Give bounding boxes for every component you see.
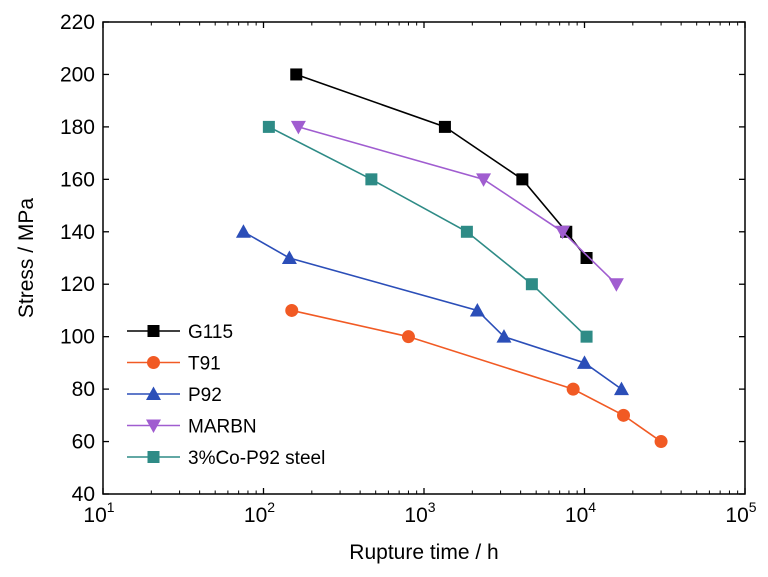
data-point-t91: [617, 408, 631, 422]
y-tick-label: 100: [60, 326, 95, 349]
data-point-marbn: [476, 173, 492, 187]
legend: G115 T91 P92 MARBN 3%Co-P92 steel: [127, 322, 325, 469]
data-point-marbn: [555, 225, 571, 240]
x-tick-label: 103: [404, 499, 435, 527]
data-point-marbn: [290, 120, 306, 135]
data-point-3-co-p92-steel: [262, 120, 275, 133]
x-tick-label: 105: [725, 499, 756, 527]
x-tick-label: 104: [565, 499, 596, 527]
series-line-3-co-p92-steel: [268, 126, 588, 338]
data-point-t91: [285, 303, 299, 317]
data-point-p92: [469, 302, 485, 317]
data-point-3-co-p92-steel: [365, 173, 378, 186]
data-point-p92: [496, 329, 512, 343]
legend-label: MARBN: [188, 417, 257, 438]
data-point-3-co-p92-steel: [460, 225, 473, 238]
legend-marker: [147, 451, 160, 463]
series-p92: [235, 224, 629, 396]
legend-marker: [146, 419, 161, 433]
data-point-p92: [235, 224, 251, 238]
series-line-t91: [291, 309, 662, 443]
data-point-3-co-p92-steel: [580, 330, 593, 343]
x-tick-base: 10: [565, 504, 588, 527]
x-tick-exponent: 5: [749, 499, 757, 515]
y-tick-label: 40: [72, 483, 95, 506]
legend-item: P92: [127, 385, 222, 406]
legend-item: G115: [127, 322, 233, 343]
x-tick-label: 101: [83, 499, 114, 527]
legend-marker: [147, 356, 160, 369]
y-tick-label: 160: [60, 168, 95, 191]
y-tick-label: 60: [72, 431, 95, 454]
series-t91: [285, 303, 668, 449]
data-point-t91: [654, 435, 668, 449]
legend-label: P92: [188, 385, 222, 406]
series-3-co-p92-steel: [262, 120, 593, 343]
y-tick-label: 80: [72, 378, 95, 401]
data-point-t91: [401, 330, 415, 344]
data-point-g115: [516, 173, 529, 186]
data-point-t91: [566, 382, 580, 396]
y-axis-label: Stress / MPa: [15, 198, 38, 319]
y-tick-label: 180: [60, 116, 95, 139]
data-point-g115: [290, 68, 303, 81]
x-tick-label: 102: [244, 499, 275, 527]
legend-label: T91: [188, 354, 221, 375]
y-tick-label: 200: [60, 63, 95, 86]
series-layer: [235, 68, 668, 449]
legend-item: 3%Co-P92 steel: [127, 448, 325, 469]
data-point-g115: [580, 252, 593, 264]
x-tick-base: 10: [83, 504, 106, 527]
series-marbn: [290, 120, 624, 292]
legend-label: G115: [188, 322, 233, 343]
data-point-p92: [577, 355, 592, 369]
series-g115: [290, 68, 593, 264]
x-axis-label: Rupture time / h: [349, 541, 498, 564]
series-line-marbn: [298, 126, 617, 285]
x-tick-base: 10: [244, 504, 267, 527]
y-tick-label: 120: [60, 273, 95, 296]
legend-label: 3%Co-P92 steel: [188, 448, 325, 469]
x-tick-exponent: 3: [428, 499, 436, 515]
x-tick-base: 10: [404, 504, 427, 527]
x-tick-exponent: 4: [588, 499, 596, 515]
legend-item: MARBN: [127, 417, 257, 438]
data-point-marbn: [608, 278, 624, 292]
data-point-p92: [281, 250, 297, 264]
series-line-p92: [243, 231, 622, 390]
y-tick-label: 220: [60, 11, 95, 34]
legend-marker: [146, 386, 161, 400]
series-line-g115: [295, 73, 588, 259]
data-point-p92: [613, 381, 629, 396]
x-tick-exponent: 2: [267, 499, 275, 515]
data-point-3-co-p92-steel: [525, 278, 538, 291]
legend-item: T91: [127, 354, 221, 375]
data-point-g115: [438, 120, 451, 133]
x-tick-exponent: 1: [107, 499, 115, 515]
legend-marker: [147, 325, 160, 337]
x-tick-base: 10: [725, 504, 748, 527]
y-tick-label: 140: [60, 221, 95, 244]
